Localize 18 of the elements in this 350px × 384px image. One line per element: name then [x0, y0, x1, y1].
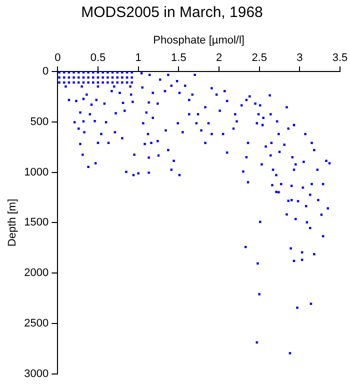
y-tick-label: 0 [42, 65, 49, 78]
y-tick-label: 500 [30, 116, 49, 128]
y-tick-label: 3000 [24, 368, 49, 380]
x-tick-label: 1.5 [171, 52, 186, 64]
x-tick-label: 1 [135, 52, 142, 64]
y-tick-label: 2500 [24, 318, 49, 330]
x-tick-label: 3.5 [332, 52, 348, 64]
x-tick-label: 2 [216, 52, 222, 64]
x-tick-label: 0 [54, 52, 61, 64]
y-tick-label: 1500 [24, 216, 49, 229]
x-axis-title: Phosphate [µmol/l] [153, 34, 245, 47]
x-tick-label: 2.5 [252, 52, 267, 64]
y-tick-label: 2000 [24, 267, 49, 280]
x-tick-label: 3 [296, 52, 303, 64]
x-tick-label: 0.5 [90, 52, 106, 64]
chart-title: MODS2005 in March, 1968 [81, 4, 263, 22]
y-tick-label: 1000 [24, 166, 49, 178]
y-axis-title: Depth [m] [6, 198, 19, 247]
